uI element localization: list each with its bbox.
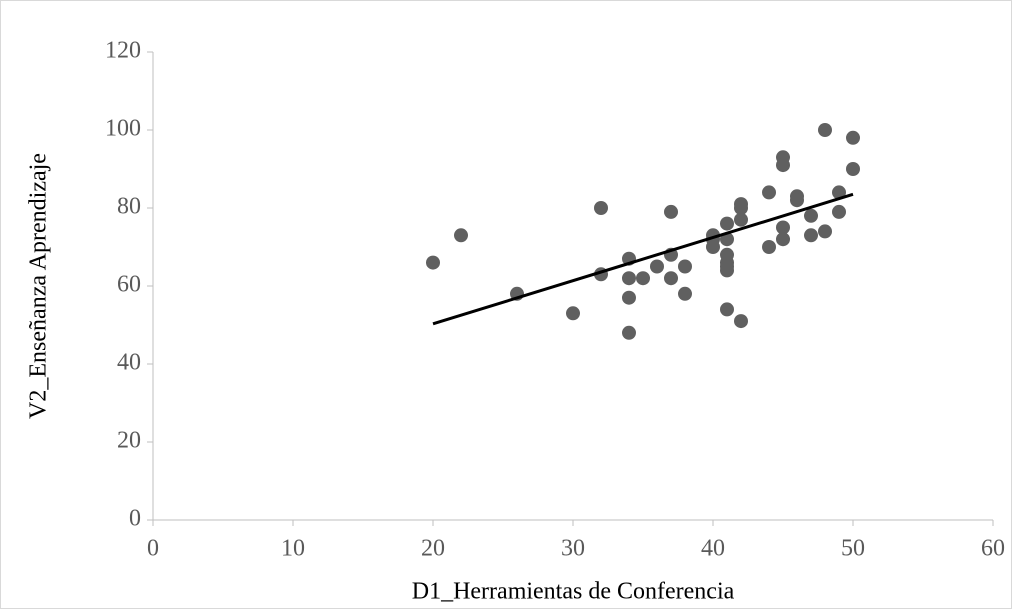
point	[622, 325, 636, 340]
point	[762, 185, 776, 200]
trendline	[432, 192, 854, 326]
point	[720, 216, 734, 231]
x-tick-label: 30	[561, 536, 585, 562]
x-tick-label: 50	[841, 536, 865, 562]
point	[846, 130, 860, 145]
point	[790, 193, 804, 208]
y-tick-label: 0	[129, 506, 141, 532]
y-axis-label: V2_Enseñanza Aprendizaje	[26, 153, 52, 419]
point	[594, 201, 608, 215]
point	[734, 201, 748, 215]
point	[720, 263, 734, 278]
point	[832, 204, 846, 219]
point	[804, 208, 818, 223]
point	[818, 224, 832, 239]
point	[776, 232, 790, 247]
point	[622, 290, 636, 305]
point	[776, 220, 790, 235]
point	[678, 259, 692, 274]
x-tick-label: 40	[701, 536, 725, 562]
point	[664, 204, 678, 219]
point	[678, 286, 692, 301]
point	[566, 306, 580, 321]
point	[454, 228, 468, 243]
point	[636, 271, 650, 286]
point	[818, 123, 832, 137]
point	[426, 255, 440, 270]
y-tick-label: 120	[105, 38, 141, 64]
point	[650, 259, 664, 274]
x-tick-label: 10	[281, 536, 305, 562]
y-tick-label: 80	[117, 194, 141, 220]
y-tick-label: 60	[117, 272, 141, 298]
point	[720, 302, 734, 317]
point	[706, 240, 720, 254]
y-tick-label: 40	[117, 350, 141, 376]
x-tick-label: 60	[981, 536, 1005, 562]
x-tick-label: 20	[421, 536, 445, 562]
x-tick-label: 0	[147, 536, 159, 562]
point	[734, 212, 748, 227]
point	[622, 271, 636, 286]
point	[762, 240, 776, 254]
point	[734, 314, 748, 329]
point	[846, 162, 860, 176]
y-tick-label: 100	[105, 116, 141, 142]
point	[804, 228, 818, 243]
y-tick-label: 20	[117, 428, 141, 454]
point	[664, 271, 678, 286]
point	[832, 185, 846, 200]
x-axis-label: D1_Herramientas de Conferencia	[412, 579, 735, 605]
point	[776, 158, 790, 173]
